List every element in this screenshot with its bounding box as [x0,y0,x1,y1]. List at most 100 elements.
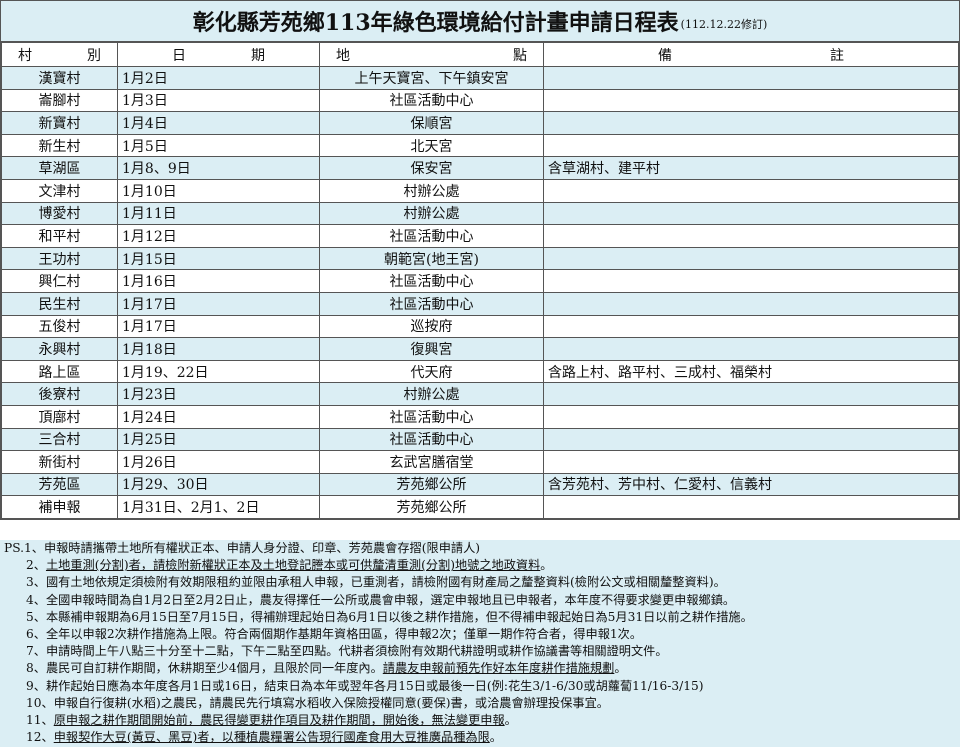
cell-date: 1月26日 [117,450,320,474]
note-item: 4、全國申報時間為自1月2日至2月2日止，農友得擇任一公所或農會申報，選定申報地… [0,592,960,609]
cell-village: 芳苑區 [1,472,118,497]
cell-note [543,111,959,135]
note-prefix: 11、 [26,713,54,728]
table-row: 芳苑區 1月29、30日 芳苑鄉公所 含芳苑村、芳中村、仁愛村、信義村 [1,472,959,497]
table-row: 新街村 1月26日 玄武宮膳宿堂 [1,450,959,474]
cell-note [543,337,959,361]
cell-date: 1月3日 [117,88,320,113]
cell-village: 新街村 [1,450,118,474]
cell-village: 草湖區 [1,156,118,180]
note-tail: 。 [504,713,517,728]
cell-date: 1月11日 [117,201,320,226]
cell-note: 含草湖村、建平村 [543,156,959,180]
note-item: 2、土地重測(分割)者，請檢附新權狀正本及土地登記謄本或可供釐清重測(分割)地號… [0,557,960,574]
note-item: 6、全年以申報2次耕作措施為上限。符合兩個期作基期年資格田區，得申報2次；僅單一… [0,626,960,643]
table-row: 新寶村 1月4日 保順宮 [1,111,959,135]
cell-village: 崙腳村 [1,88,118,113]
cell-date: 1月4日 [117,111,320,135]
note-prefix: 2、 [26,558,46,573]
cell-village: 五俊村 [1,314,118,339]
cell-date: 1月2日 [117,66,320,90]
note-item: 11、原申報之耕作期間開始前，農民得變更耕作項目及耕作期間，開始後，無法變更申報… [0,712,960,729]
cell-date: 1月12日 [117,224,320,248]
note-underline: 土地重測(分割)者，請檢附新權狀正本及土地登記謄本或可供釐清重測(分割)地號之地… [45,558,541,573]
cell-note [543,246,959,271]
cell-place: 代天府 [319,359,544,384]
cell-village: 博愛村 [1,201,118,226]
cell-village: 補申報 [1,495,118,519]
table-row: 興仁村 1月16日 社區活動中心 [1,269,959,293]
table-row: 文津村 1月10日 村辦公處 [1,178,959,203]
note-underline: 申報契作大豆(黃豆、黑豆)者，以種植農糧署公告現行國產食用大豆推廣品種為限 [53,730,490,745]
header-place: 地點 [319,42,544,67]
note-text: 本縣補申報期為6月15日至7月15日，得補辦理起始日為6月1日以後之耕作措施，但… [45,609,753,624]
cell-date: 1月18日 [117,337,320,361]
note-text: 全國申報時間為自1月2日至2月2日止，農友得擇任一公所或農會申報，選定申報地且已… [45,592,736,607]
table-row: 五俊村 1月17日 巡按府 [1,314,959,339]
cell-note [543,314,959,339]
cell-place: 巡按府 [319,314,544,339]
cell-place: 社區活動中心 [319,224,544,248]
cell-village: 文津村 [1,178,118,203]
note-text: 申報時請攜帶土地所有權狀正本、申請人身分證、印章、芳苑農會存摺(限申請人) [43,541,481,555]
table-row: 和平村 1月12日 社區活動中心 [1,224,959,248]
cell-date: 1月17日 [117,291,320,316]
cell-village: 新生村 [1,133,118,158]
cell-date: 1月31日、2月1、2日 [117,495,320,519]
cell-place: 北天宮 [319,133,544,158]
cell-date: 1月15日 [117,246,320,271]
header-char: 別 [87,47,101,64]
cell-note [543,404,959,429]
cell-note [543,427,959,452]
cell-village: 後寮村 [1,382,118,406]
cell-note [543,88,959,113]
note-prefix: 3、 [26,575,46,590]
cell-place: 社區活動中心 [319,269,544,293]
cell-place: 朝範宮(地王宮) [319,246,544,271]
note-prefix: 5、 [26,609,46,624]
table-row: 後寮村 1月23日 村辦公處 [1,382,959,406]
cell-note [543,201,959,226]
header-note: 備註 [543,42,959,67]
header-char: 備 [658,47,672,64]
cell-place: 社區活動中心 [319,88,544,113]
note-item: 7、申請時間上午八點三十分至十二點，下午二點至四點。代耕者須檢附有效期代耕證明或… [0,643,960,660]
header-char: 村 [18,47,32,64]
schedule-table: 村別 日期 地點 備註 漢寶村 1月2日 上午天寶宮、下午鎮安宮 崙腳村 1月3日 社區活… [1,42,959,519]
table-row: 路上區 1月19、22日 代天府 含路上村、路平村、三成村、福榮村 [1,359,959,384]
note-item: PS.1、申報時請攜帶土地所有權狀正本、申請人身分證、印章、芳苑農會存摺(限申請… [0,540,960,557]
header-date: 日期 [117,42,320,67]
cell-note [543,291,959,316]
table-row: 崙腳村 1月3日 社區活動中心 [1,88,959,113]
cell-place: 村辦公處 [319,178,544,203]
cell-village: 頂廍村 [1,404,118,429]
cell-date: 1月10日 [117,178,320,203]
table-row: 三合村 1月25日 社區活動中心 [1,427,959,452]
cell-note: 含芳苑村、芳中村、仁愛村、信義村 [543,472,959,497]
note-tail: 。 [540,558,553,573]
header-char: 註 [830,47,844,64]
cell-village: 王功村 [1,246,118,271]
note-item: 12、申報契作大豆(黃豆、黑豆)者，以種植農糧署公告現行國產食用大豆推廣品種為限… [0,729,960,746]
header-char: 點 [513,47,527,64]
table-row: 永興村 1月18日 復興宮 [1,337,959,361]
header-char: 期 [251,47,265,64]
note-text: 耕作起始日應為本年度各月1日或16日，結束日為本年或翌年各月15日或最後一日(例… [45,678,704,693]
cell-date: 1月17日 [117,314,320,339]
cell-date: 1月29、30日 [117,472,320,497]
header-char: 日 [172,47,186,64]
note-text: 國有土地依規定須檢附有效期限租約並限由承租人申報，已重測者，請檢附國有財產局之釐… [45,575,726,590]
table-row: 補申報 1月31日、2月1、2日 芳苑鄉公所 [1,495,959,519]
note-prefix: 8、 [26,661,46,676]
cell-place: 社區活動中心 [319,291,544,316]
document-title: 彰化縣芳苑鄉113年綠色環境給付計畫申請日程表 (112.12.22修訂) [1,1,959,42]
cell-place: 社區活動中心 [319,427,544,452]
table-row: 民生村 1月17日 社區活動中心 [1,291,959,316]
note-item: 5、本縣補申報期為6月15日至7月15日，得補辦理起始日為6月1日以後之耕作措施… [0,609,960,626]
cell-date: 1月5日 [117,133,320,158]
cell-place: 村辦公處 [319,201,544,226]
note-prefix: 10、 [26,695,54,710]
header-char: 地 [336,47,350,64]
cell-note [543,224,959,248]
revision-date: (112.12.22修訂) [680,18,768,31]
